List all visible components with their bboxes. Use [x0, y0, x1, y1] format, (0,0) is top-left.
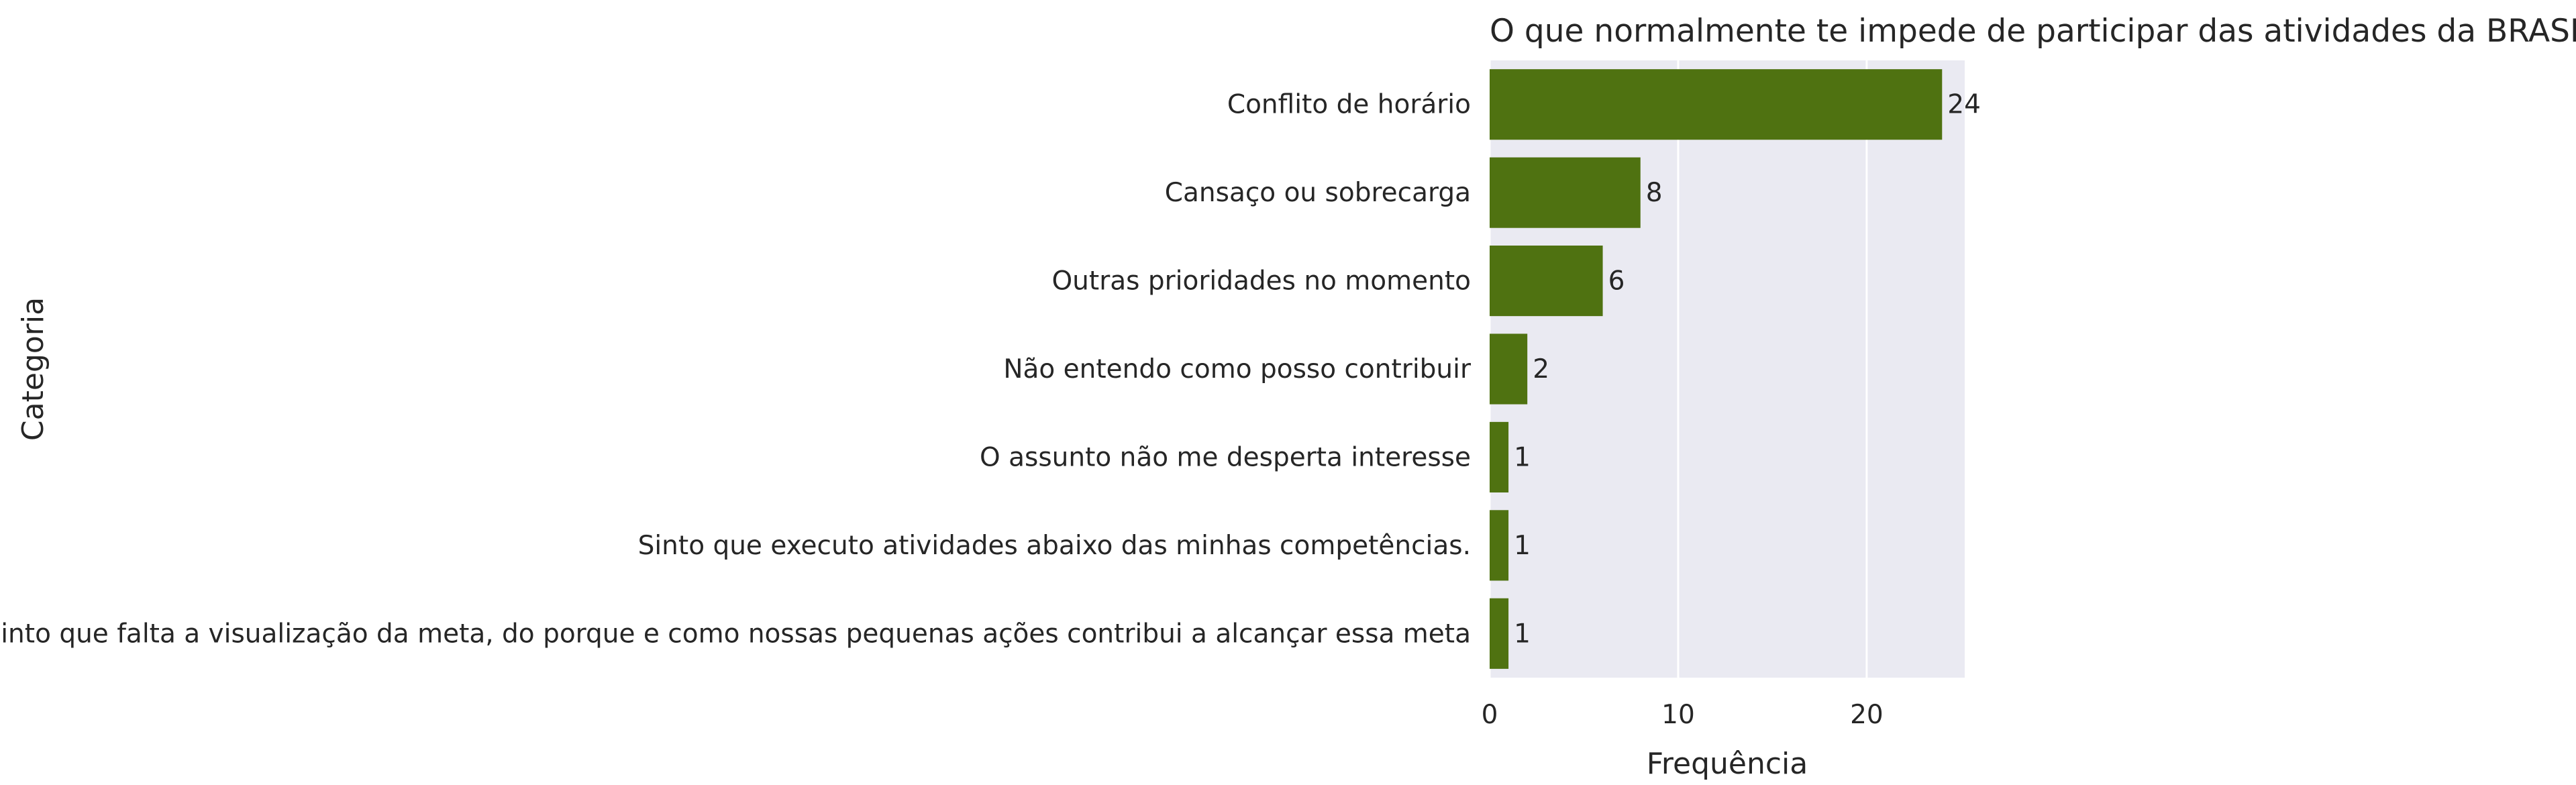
x-tick-label: 0 [1482, 700, 1498, 730]
category-label: Cansaço ou sobrecarga [1165, 178, 1471, 208]
data-label: 6 [1608, 266, 1625, 297]
bar [1490, 421, 1509, 492]
bar [1490, 69, 1943, 140]
data-label: 1 [1514, 442, 1531, 472]
chart-title: O que normalmente te impede de participa… [1490, 13, 2576, 50]
bar [1490, 157, 1641, 228]
category-label: Sinto que executo atividades abaixo das … [638, 531, 1471, 561]
y-axis-label: Categoria [16, 297, 50, 441]
bar [1490, 246, 1603, 317]
x-tick-label: 10 [1661, 700, 1695, 730]
x-tick-label: 20 [1850, 700, 1884, 730]
data-label: 1 [1514, 531, 1531, 561]
bar [1490, 510, 1509, 581]
category-label: Conflito de horário [1227, 90, 1471, 120]
data-label: 1 [1514, 619, 1531, 649]
category-labels: Conflito de horário Cansaço ou sobrecarga… [0, 90, 1472, 649]
x-tick-labels: 0 10 20 [1482, 700, 1884, 730]
data-label: 24 [1947, 90, 1981, 120]
x-axis-label: Frequência [1647, 747, 1808, 781]
category-label: O assunto não me desperta interesse [980, 442, 1471, 472]
bar [1490, 598, 1509, 669]
bars [1490, 69, 1943, 669]
data-label: 2 [1533, 354, 1549, 384]
category-label: sinto que falta a visualização da meta, … [0, 619, 1471, 649]
plot-background [1490, 60, 1965, 678]
category-label: Não entendo como posso contribuir [1003, 354, 1472, 384]
data-labels: 24 8 6 2 1 1 1 [1514, 90, 1981, 649]
bar [1490, 333, 1528, 405]
category-label: Outras prioridades no momento [1051, 266, 1471, 297]
data-label: 8 [1646, 178, 1663, 208]
